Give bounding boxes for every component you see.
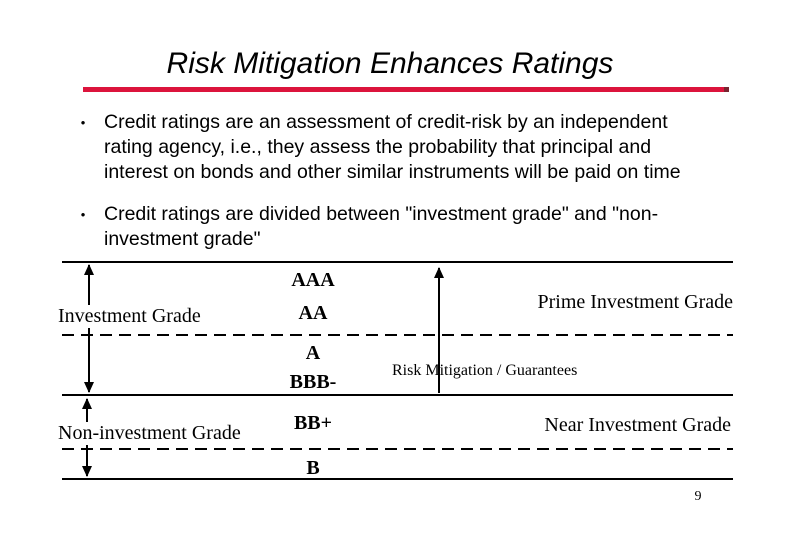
bullet-text: Credit ratings are an assessment of cred… xyxy=(104,111,681,183)
rating-bb-plus: BB+ xyxy=(293,412,333,434)
bullet-item: • Credit ratings are an assessment of cr… xyxy=(78,110,718,185)
rating-aa: AA xyxy=(298,302,328,324)
arrowhead-up-icon xyxy=(84,264,94,275)
prime-investment-grade-label: Prime Investment Grade xyxy=(537,291,734,313)
risk-mitigation-guarantees-label: Risk Mitigation / Guarantees xyxy=(392,362,578,379)
rating-aaa: AAA xyxy=(291,269,335,291)
slide-title: Risk Mitigation Enhances Ratings xyxy=(166,47,614,80)
prime-grade-boundary-dashed-line xyxy=(62,334,733,336)
arrowhead-up-icon xyxy=(434,267,444,278)
investment-grade-label: Investment Grade xyxy=(54,305,205,328)
bullet-list: • Credit ratings are an assessment of cr… xyxy=(78,110,718,269)
investment-grade-boundary-line xyxy=(62,394,733,396)
bullet-item: • Credit ratings are divided between "in… xyxy=(78,202,718,252)
near-investment-grade-label: Near Investment Grade xyxy=(544,414,731,436)
scale-top-line xyxy=(62,261,733,263)
rating-b: B xyxy=(306,457,320,479)
investment-grade-range-arrow xyxy=(84,264,94,393)
arrowhead-up-icon xyxy=(82,398,92,409)
near-grade-boundary-dashed-line xyxy=(62,448,733,450)
title-underline xyxy=(83,87,729,92)
scale-bottom-line xyxy=(62,478,733,480)
rating-bbb-minus: BBB- xyxy=(289,371,337,393)
rating-a: A xyxy=(305,342,321,364)
bullet-text: Credit ratings are divided between "inve… xyxy=(104,203,659,250)
arrow-shaft xyxy=(88,265,90,392)
arrowhead-down-icon xyxy=(84,382,94,393)
arrowhead-down-icon xyxy=(82,466,92,477)
arrow-shaft xyxy=(438,268,440,393)
non-investment-grade-label: Non-investment Grade xyxy=(54,422,245,445)
bullet-dot-icon: • xyxy=(80,115,86,130)
risk-mitigation-uplift-arrow xyxy=(434,267,444,394)
bullet-dot-icon: • xyxy=(80,207,86,222)
title-underline-end-cap xyxy=(724,87,729,92)
page-number: 9 xyxy=(694,489,702,504)
